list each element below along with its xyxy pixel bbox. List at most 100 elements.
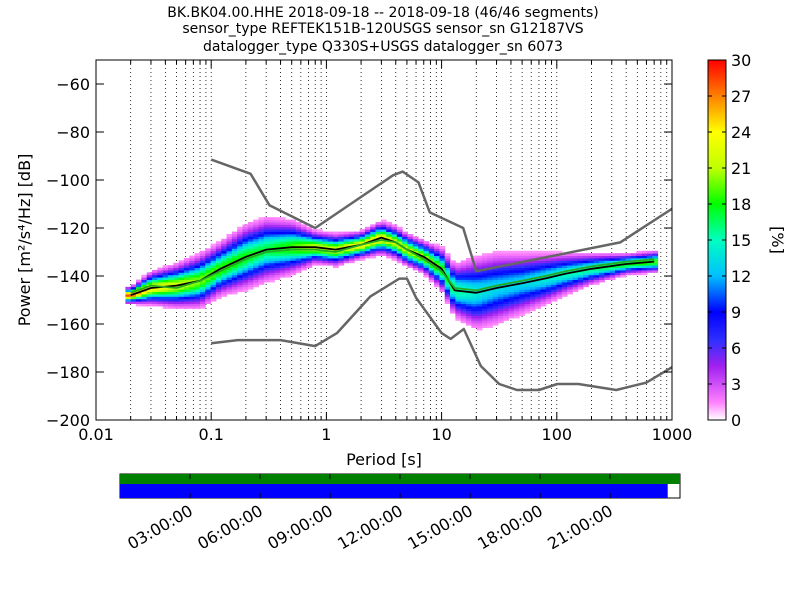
psd-cell [141,298,148,302]
title-line-3: datalogger_type Q330S+USGS datalogger_sn… [203,39,563,55]
psd-cell [551,289,557,292]
psd-cell [231,241,238,244]
psd-cell [524,310,531,314]
psd-cell [311,255,318,259]
psd-cell [199,301,206,304]
psd-cell [529,265,536,268]
psd-cell [508,279,515,283]
psd-cell [279,241,286,244]
psd-cell [194,296,201,300]
psd-cell [652,253,659,256]
psd-cell [481,306,488,309]
psd-cell [402,250,408,254]
psd-cell [301,255,307,259]
psd-cell [636,270,643,273]
psd-cell [306,243,313,247]
psd-cell [162,289,169,292]
psd-cell [215,296,222,300]
psd-cell [450,277,456,280]
psd-cell [561,291,568,295]
psd-cell [450,289,456,292]
psd-cell [269,241,275,244]
psd-cell [428,253,435,256]
psd-cell [221,250,228,254]
psd-cell [524,267,531,271]
psd-cell [466,272,472,276]
psd-cell [263,279,270,283]
psd-cell [242,229,249,232]
psd-cell [279,270,286,273]
psd-cell [327,241,334,244]
psd-cell [529,289,536,292]
psd-cell [466,262,472,266]
psd-cell [481,272,488,276]
psd-cell [620,267,627,271]
psd-cell [237,226,243,230]
psd-cell [481,325,488,328]
psd-cell [439,250,446,254]
psd-cell [359,255,366,259]
psd-cell [221,270,228,273]
psd-cell [285,255,291,259]
psd-cell [428,258,435,261]
psd-cell [237,274,243,278]
psd-cell [513,274,520,278]
psd-cell [295,270,302,273]
psd-cell [157,279,164,283]
psd-cell [535,296,542,300]
psd-cell [529,301,536,304]
psd-cell [263,236,270,240]
psd-cell [173,298,180,302]
psd-cell [258,277,265,280]
psd-cell [567,272,573,276]
psd-cell [535,260,542,264]
psd-cell [274,255,281,259]
psd-cell [226,248,233,252]
psd-cell [221,274,228,278]
psd-cell [471,279,478,283]
psd-cell [210,282,217,285]
psd-cell [290,222,297,225]
psd-cell [237,270,243,273]
psd-cell [599,253,605,256]
psd-cell [455,282,462,285]
psd-cell [215,291,222,295]
psd-cell [162,291,169,295]
psd-cell [545,291,552,295]
psd-cell [343,243,350,247]
psd-cell [418,241,424,244]
psd-cell [434,258,440,261]
psd-cell [327,236,334,240]
psd-cell [487,291,494,295]
psd-cell [125,298,132,302]
psd-cell [583,279,589,283]
psd-cell [519,308,526,312]
psd-cell [481,320,488,324]
psd-cell [636,253,643,256]
colorbar-label: [%] [768,226,787,254]
psd-cell [301,253,307,256]
psd-cell [412,258,419,261]
psd-cell [466,306,472,309]
psd-cell [285,241,291,244]
psd-cell [167,277,174,280]
psd-cell [646,265,653,268]
psd-cell [253,248,259,252]
psd-cell [173,274,180,278]
psd-cell [407,265,414,268]
psd-cell [561,262,568,266]
psd-cell [476,258,483,261]
psd-cell [396,241,403,244]
psd-cell [258,255,265,259]
psd-cell [391,231,398,235]
psd-cell [487,301,494,304]
psd-cell [583,253,589,256]
psd-cell [609,277,616,280]
psd-cell [125,294,132,297]
psd-cell [471,318,478,321]
psd-cell [269,262,275,266]
psd-cell [295,238,302,242]
psd-cell [167,306,174,309]
psd-cell [492,308,499,312]
psd-cell [375,241,382,244]
